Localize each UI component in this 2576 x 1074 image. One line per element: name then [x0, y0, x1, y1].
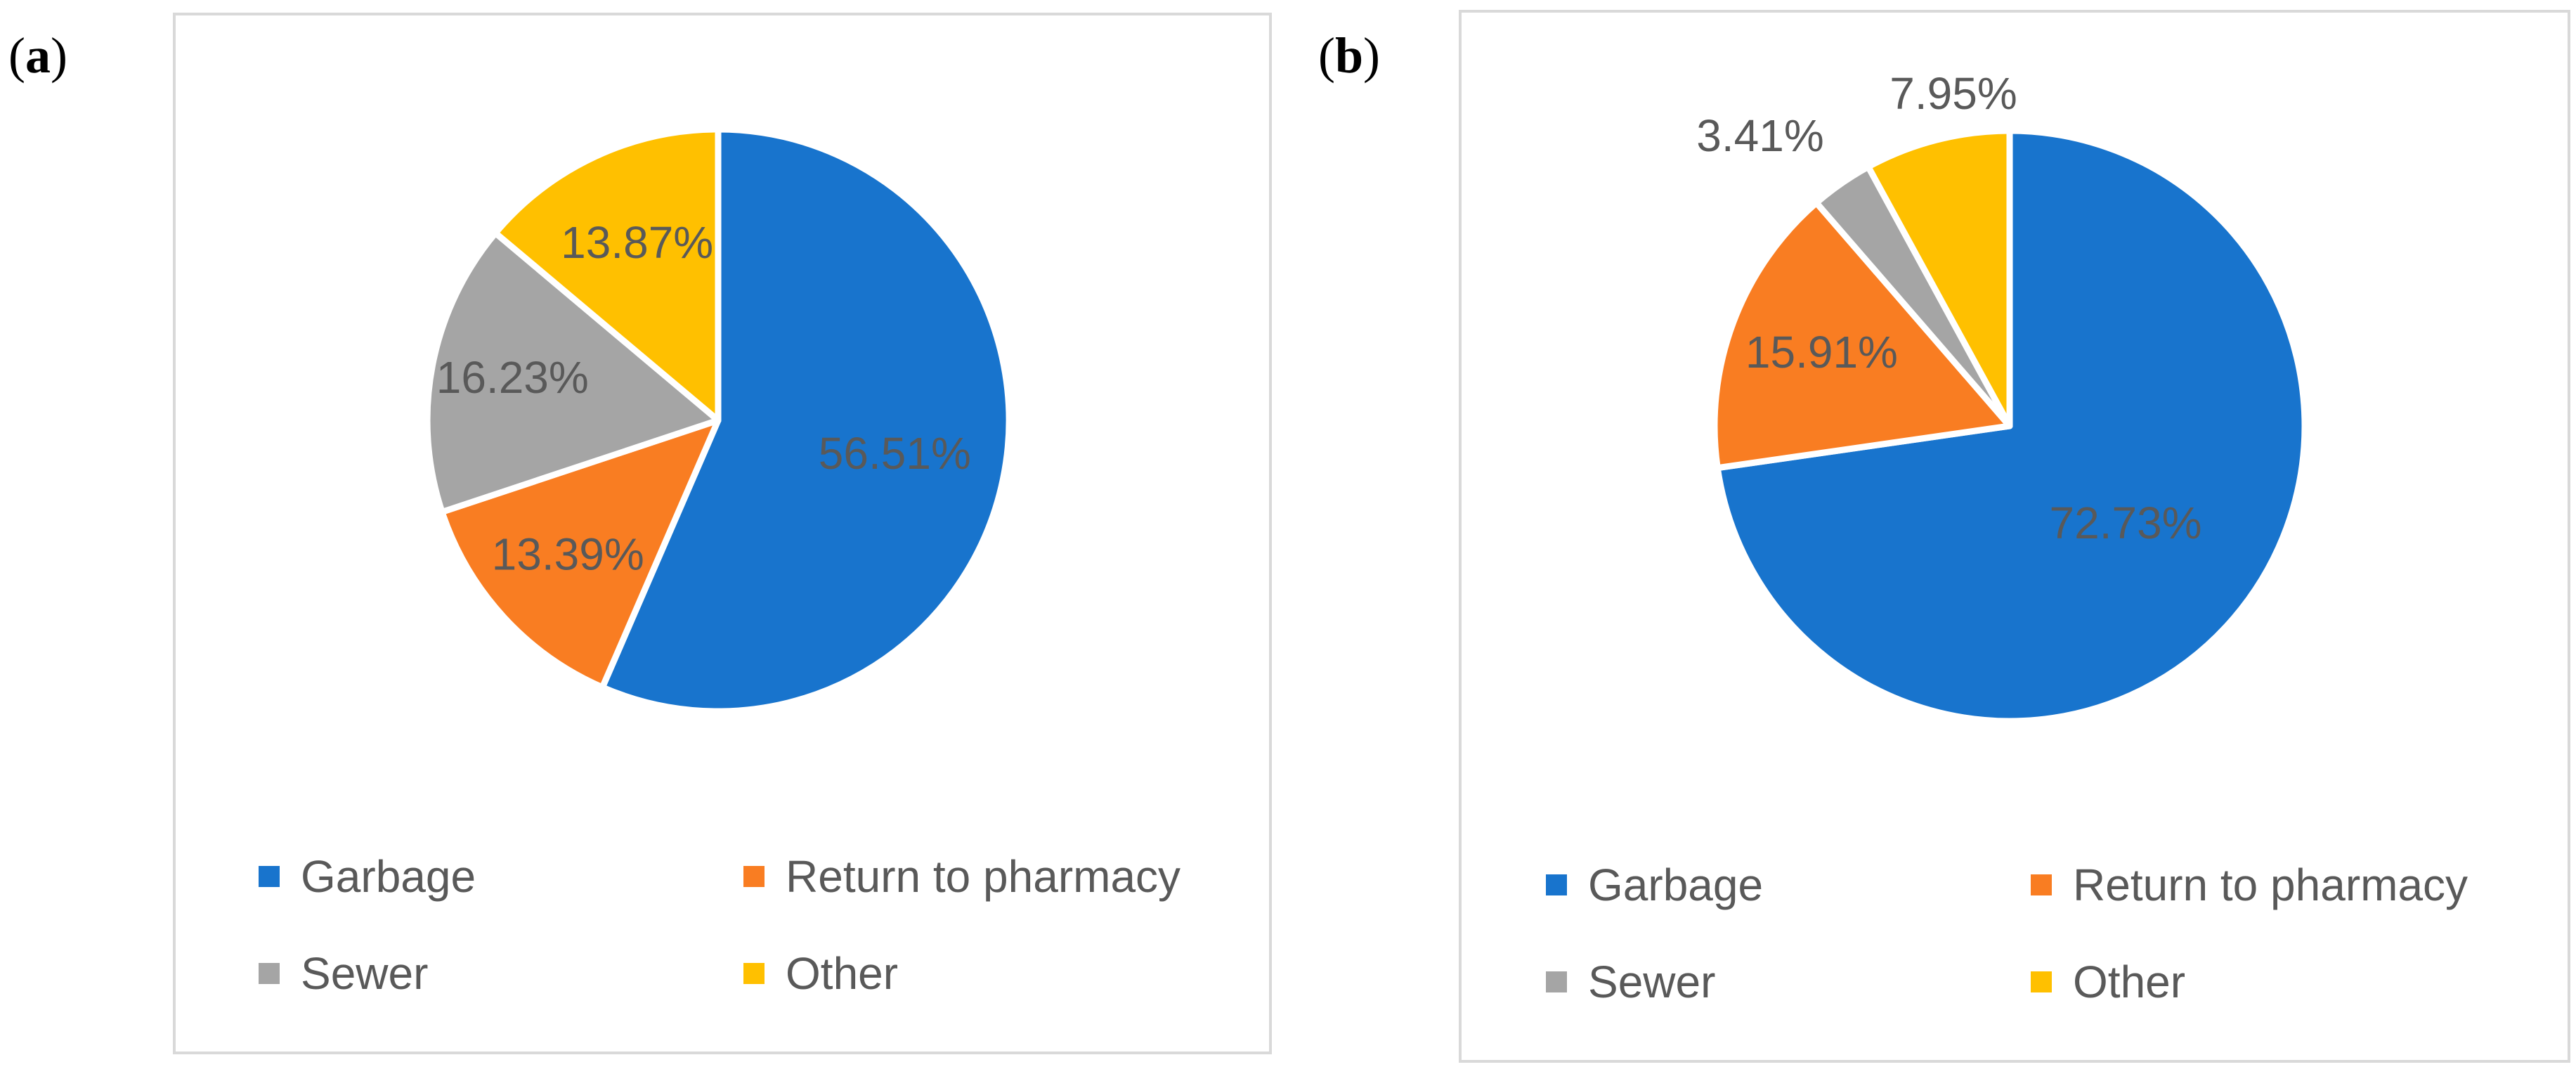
- pie-chart-a: 56.51% 13.39% 16.23% 13.87%: [424, 126, 1013, 715]
- legend-swatch-return-to-pharmacy: [743, 866, 765, 887]
- legend-item-sewer: Sewer: [259, 947, 743, 999]
- pie-slice-return-to-pharmacy: [1711, 200, 2013, 472]
- legend-swatch-other: [2031, 971, 2052, 992]
- legend-item-garbage: Garbage: [259, 850, 743, 902]
- legend-item-return-to-pharmacy: Return to pharmacy: [743, 850, 1249, 902]
- legend-b: Garbage Return to pharmacy Sewer Other: [1546, 859, 2537, 1008]
- data-label-garbage: 56.51%: [819, 428, 971, 479]
- data-label-sewer: 3.41%: [1696, 110, 1823, 161]
- legend-label-return-to-pharmacy: Return to pharmacy: [2073, 860, 2468, 910]
- data-label-other: 7.95%: [1889, 68, 2017, 119]
- legend-a: Garbage Return to pharmacy Sewer Other: [259, 850, 1249, 999]
- legend-item-return-to-pharmacy: Return to pharmacy: [2031, 859, 2537, 911]
- legend-item-sewer: Sewer: [1546, 956, 2031, 1008]
- legend-swatch-return-to-pharmacy: [2031, 874, 2052, 895]
- legend-swatch-other: [743, 963, 765, 984]
- data-label-garbage: 72.73%: [2050, 498, 2202, 548]
- legend-item-other: Other: [2031, 956, 2537, 1008]
- legend-swatch-sewer: [259, 963, 280, 984]
- data-label-return-to-pharmacy: 13.39%: [492, 529, 644, 580]
- legend-label-garbage: Garbage: [301, 851, 476, 902]
- legend-label-other: Other: [786, 948, 899, 999]
- panel-label-a: (a): [8, 27, 67, 84]
- legend-swatch-garbage: [1546, 874, 1567, 895]
- pie-slice-sewer: [424, 230, 722, 515]
- pie-slice-garbage: [599, 126, 1013, 715]
- legend-label-return-to-pharmacy: Return to pharmacy: [786, 851, 1181, 902]
- legend-label-garbage: Garbage: [1588, 860, 1764, 910]
- panel-label-b: (b): [1318, 27, 1381, 84]
- data-label-sewer: 16.23%: [436, 352, 589, 403]
- legend-label-sewer: Sewer: [1588, 957, 1716, 1007]
- legend-swatch-garbage: [259, 866, 280, 887]
- legend-item-garbage: Garbage: [1546, 859, 2031, 911]
- pie-slice-other: [492, 126, 722, 424]
- data-label-return-to-pharmacy: 15.91%: [1745, 327, 1898, 377]
- pie-chart-b: 72.73% 15.91% 3.41% 7.95%: [1696, 68, 2308, 725]
- data-label-other: 13.87%: [561, 217, 713, 268]
- legend-item-other: Other: [743, 947, 1249, 999]
- legend-swatch-sewer: [1546, 971, 1567, 992]
- legend-label-sewer: Sewer: [301, 948, 429, 999]
- pie-slice-other: [1865, 127, 2013, 429]
- pie-slice-return-to-pharmacy: [438, 417, 722, 691]
- legend-label-other: Other: [2073, 957, 2186, 1007]
